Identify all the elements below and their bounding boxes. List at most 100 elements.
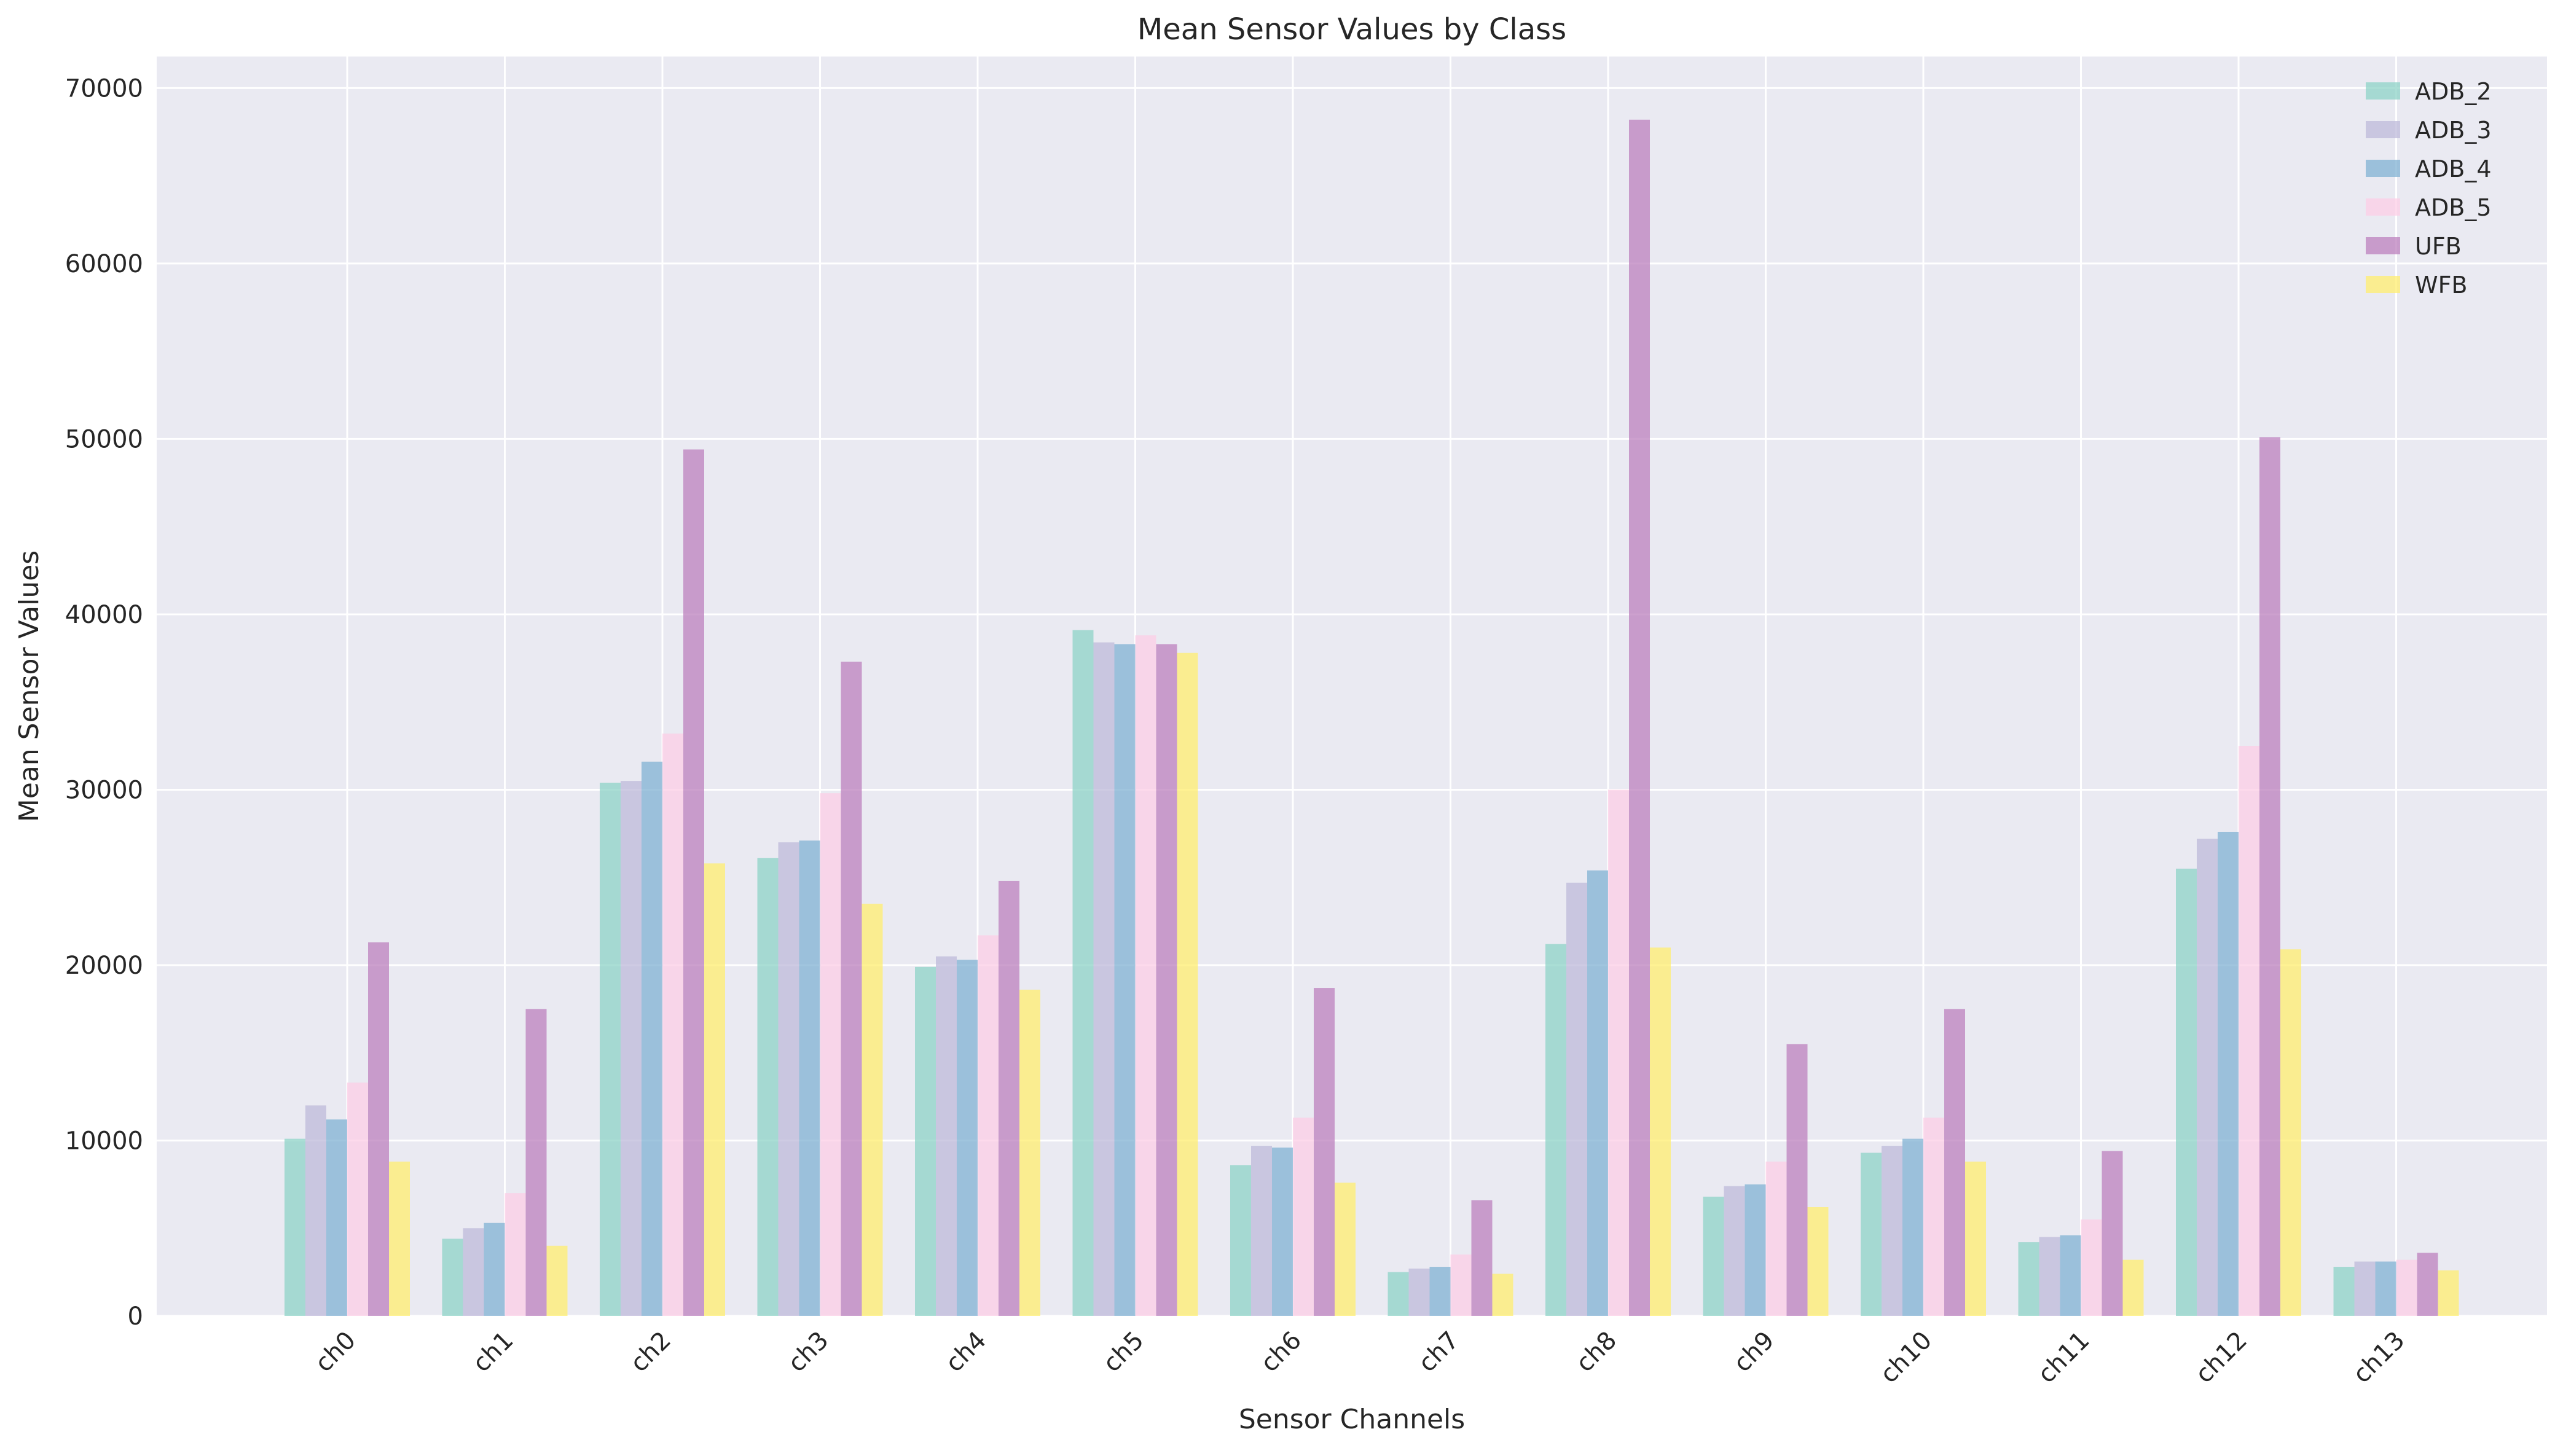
legend-swatch: [2366, 276, 2400, 293]
bar-ADB_2-ch9: [1703, 1196, 1724, 1316]
bar-UFB-ch1: [525, 1009, 547, 1316]
bar-ADB_5-ch10: [1923, 1117, 1944, 1316]
bar-ADB_5-ch7: [1450, 1254, 1472, 1316]
bar-UFB-ch4: [999, 880, 1019, 1316]
y-tick-label: 40000: [65, 601, 143, 629]
bar-ADB_4-ch11: [2060, 1235, 2081, 1316]
bar-UFB-ch3: [841, 662, 862, 1316]
legend-swatch: [2366, 237, 2400, 254]
plot-background: [157, 57, 2547, 1316]
bar-UFB-ch11: [2102, 1151, 2123, 1316]
legend-label: ADB_2: [2415, 78, 2492, 105]
bar-ADB_5-ch5: [1135, 635, 1156, 1316]
y-tick-label: 20000: [65, 952, 143, 980]
bar-WFB-ch6: [1335, 1183, 1356, 1316]
bar-ADB_5-ch3: [820, 793, 841, 1316]
legend-swatch: [2366, 82, 2400, 100]
legend-label: ADB_3: [2415, 117, 2492, 144]
bar-ADB_4-ch8: [1587, 870, 1608, 1316]
bar-ADB_2-ch12: [2176, 868, 2197, 1316]
bar-ADB_3-ch6: [1251, 1146, 1272, 1316]
bar-WFB-ch13: [2438, 1270, 2459, 1316]
bar-ADB_2-ch11: [2018, 1242, 2039, 1316]
x-tick-label: ch11: [2033, 1326, 2095, 1389]
bar-WFB-ch11: [2122, 1259, 2144, 1316]
bar-UFB-ch8: [1629, 119, 1650, 1316]
bar-ADB_2-ch2: [600, 783, 621, 1316]
legend-swatch: [2366, 198, 2400, 216]
bar-ADB_5-ch13: [2396, 1259, 2417, 1316]
bar-ADB_5-ch4: [978, 935, 999, 1316]
legend-label: ADB_5: [2415, 194, 2492, 221]
bar-ADB_4-ch0: [326, 1119, 347, 1316]
bar-ADB_5-ch12: [2239, 746, 2259, 1316]
bar-ADB_3-ch4: [936, 956, 957, 1316]
bar-ADB_3-ch13: [2354, 1261, 2376, 1316]
x-tick-label: ch12: [2190, 1326, 2253, 1389]
bar-ADB_2-ch6: [1230, 1165, 1251, 1316]
x-tick-label: ch10: [1875, 1326, 1937, 1389]
bar-ADB_4-ch13: [2375, 1261, 2396, 1316]
bar-ADB_4-ch5: [1114, 644, 1136, 1316]
bar-ADB_4-ch6: [1272, 1147, 1293, 1316]
bar-ADB_3-ch12: [2197, 839, 2218, 1316]
chart-title: Mean Sensor Values by Class: [1137, 12, 1566, 47]
bar-ADB_2-ch0: [285, 1138, 305, 1316]
x-tick-label: ch6: [1255, 1326, 1307, 1378]
x-axis-label: Sensor Channels: [1239, 1404, 1465, 1435]
bar-ADB_3-ch8: [1566, 882, 1587, 1316]
bar-UFB-ch0: [368, 942, 389, 1316]
bar-ADB_3-ch9: [1724, 1186, 1745, 1316]
bar-ADB_4-ch2: [642, 761, 662, 1316]
bar-WFB-ch12: [2280, 949, 2301, 1316]
bar-ADB_5-ch6: [1293, 1117, 1314, 1316]
bar-ADB_2-ch8: [1545, 944, 1566, 1316]
bar-ADB_3-ch0: [305, 1105, 326, 1316]
bar-WFB-ch5: [1177, 652, 1198, 1316]
bar-ADB_2-ch7: [1387, 1272, 1409, 1316]
bar-ADB_5-ch9: [1765, 1161, 1787, 1316]
bar-ADB_5-ch11: [2081, 1219, 2102, 1316]
legend-swatch: [2366, 121, 2400, 138]
legend-label: WFB: [2415, 272, 2468, 299]
x-tick-label: ch1: [468, 1326, 519, 1378]
bar-ADB_3-ch3: [778, 842, 799, 1316]
bar-ADB_2-ch5: [1072, 630, 1094, 1316]
legend-swatch: [2366, 160, 2400, 177]
bar-ADB_2-ch1: [442, 1239, 463, 1316]
bar-ADB_5-ch1: [504, 1193, 526, 1316]
bar-ADB_4-ch1: [484, 1223, 505, 1316]
bar-UFB-ch6: [1314, 988, 1335, 1316]
bar-WFB-ch4: [1019, 989, 1040, 1316]
bar-ADB_3-ch11: [2039, 1237, 2060, 1316]
y-tick-label: 10000: [65, 1127, 143, 1155]
bar-WFB-ch9: [1807, 1207, 1829, 1316]
x-tick-label: ch0: [310, 1326, 361, 1378]
y-tick-label: 70000: [65, 74, 143, 103]
bar-ADB_3-ch7: [1408, 1268, 1430, 1316]
y-tick-label: 50000: [65, 425, 143, 453]
x-tick-label: ch4: [940, 1326, 992, 1378]
x-tick-label: ch5: [1098, 1326, 1150, 1378]
bar-UFB-ch12: [2259, 437, 2280, 1316]
bar-UFB-ch9: [1786, 1044, 1808, 1316]
x-tick-label: ch8: [1571, 1326, 1622, 1378]
bar-WFB-ch1: [546, 1245, 568, 1316]
bar-ADB_2-ch4: [915, 966, 936, 1316]
y-tick-label: 60000: [65, 250, 143, 278]
bar-ADB_2-ch3: [757, 858, 779, 1316]
y-tick-label: 30000: [65, 776, 143, 804]
x-tick-label: ch7: [1413, 1326, 1465, 1378]
bar-ADB_4-ch4: [957, 960, 978, 1316]
bar-WFB-ch8: [1650, 947, 1671, 1316]
x-tick-label: ch13: [2348, 1326, 2411, 1389]
bar-ADB_5-ch0: [347, 1082, 368, 1316]
bar-ADB_3-ch10: [1882, 1146, 1902, 1316]
bar-ADB_2-ch10: [1861, 1153, 1882, 1316]
bar-UFB-ch7: [1471, 1200, 1493, 1316]
y-axis-label: Mean Sensor Values: [14, 550, 45, 822]
bar-ADB_2-ch13: [2333, 1267, 2355, 1316]
x-tick-label: ch3: [783, 1326, 834, 1378]
